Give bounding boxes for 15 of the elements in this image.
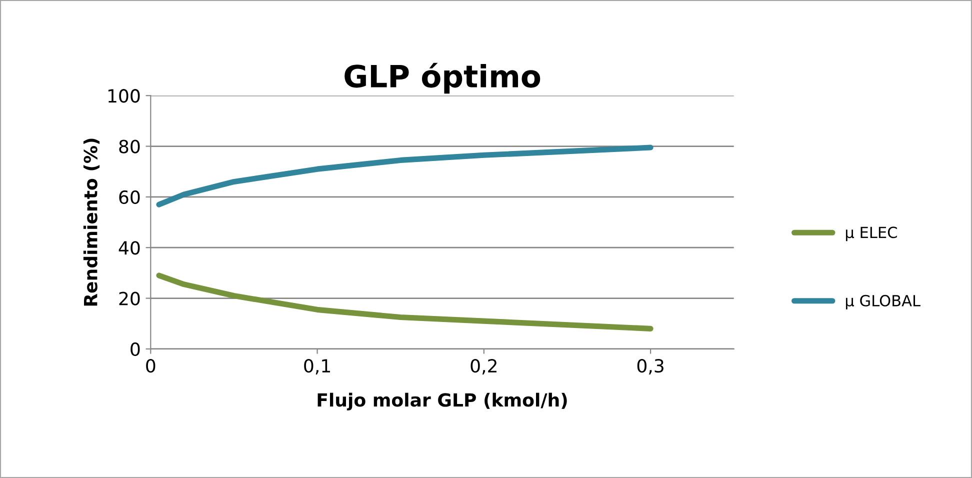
- x-axis-title: Flujo molar GLP (kmol/h): [318, 392, 567, 410]
- chart-title: GLP óptimo: [344, 62, 540, 94]
- x-tick-label: 0,3: [637, 358, 664, 374]
- y-tick-label: 100: [108, 89, 140, 103]
- y-tick-label: 40: [118, 241, 140, 255]
- y-tick-label: 20: [119, 292, 140, 306]
- x-tick-label: 0,2: [470, 358, 496, 374]
- y-tick-label: 0: [130, 342, 140, 356]
- x-tick-label: 0,1: [304, 358, 330, 374]
- legend-label: µ ELEC: [846, 226, 897, 242]
- legend-label: µ GLOBAL: [846, 294, 920, 310]
- y-tick-label: 60: [119, 190, 140, 204]
- y-tick-label: 80: [119, 140, 140, 154]
- x-tick-label: 0: [146, 358, 156, 373]
- y-axis-title: Rendimiento (%): [83, 138, 100, 306]
